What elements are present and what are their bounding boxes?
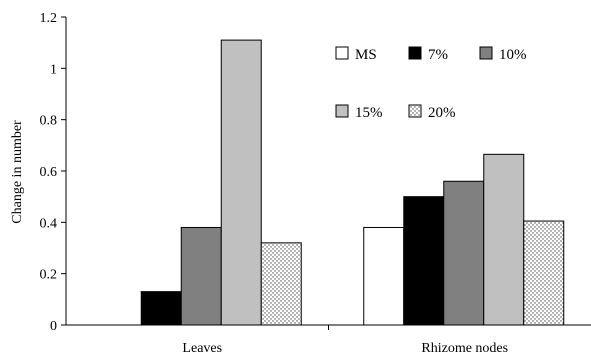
bar-ms-rhizome-nodes (363, 226, 405, 326)
bar-10pct-leaves (180, 226, 222, 326)
y-tick-label: 0.2 (40, 268, 58, 283)
legend-swatch (335, 104, 349, 118)
y-axis-title: Change in number (10, 120, 25, 224)
y-tick-label: 0.4 (40, 216, 58, 231)
legend: MS 7% 10% 15% 20% (335, 46, 527, 121)
legend-label: MS (355, 47, 377, 63)
legend-swatch (335, 46, 349, 60)
y-tick-label: 1 (50, 62, 57, 77)
legend-label: 15% (355, 105, 383, 121)
bars-group (140, 39, 565, 326)
legend-swatch (408, 46, 422, 60)
bar-7pct-rhizome-nodes (403, 196, 445, 326)
legend-label: 20% (428, 105, 456, 121)
x-category-label: Rhizome nodes (421, 341, 508, 356)
bar-15pct-rhizome-nodes (483, 153, 525, 326)
y-tick-label: 1.2 (40, 11, 58, 26)
bar-15pct-leaves (220, 39, 262, 326)
y-tick-label: 0.6 (40, 165, 58, 180)
axes-group: 0 0.2 0.4 0.6 0.8 1 1.2 Leaves Rhizome nodes (40, 11, 591, 356)
bar-7pct-leaves (140, 291, 182, 326)
legend-swatch (408, 104, 422, 118)
y-tick-label: 0.8 (40, 114, 58, 129)
bar-20pct-leaves (260, 242, 302, 326)
y-tick-label: 0 (50, 319, 57, 334)
legend-label: 7% (428, 47, 448, 63)
bar-10pct-rhizome-nodes (443, 180, 485, 326)
x-category-label: Leaves (182, 341, 222, 356)
bar-20pct-rhizome-nodes (523, 220, 565, 326)
legend-swatch (479, 46, 493, 60)
legend-label: 10% (499, 47, 527, 63)
